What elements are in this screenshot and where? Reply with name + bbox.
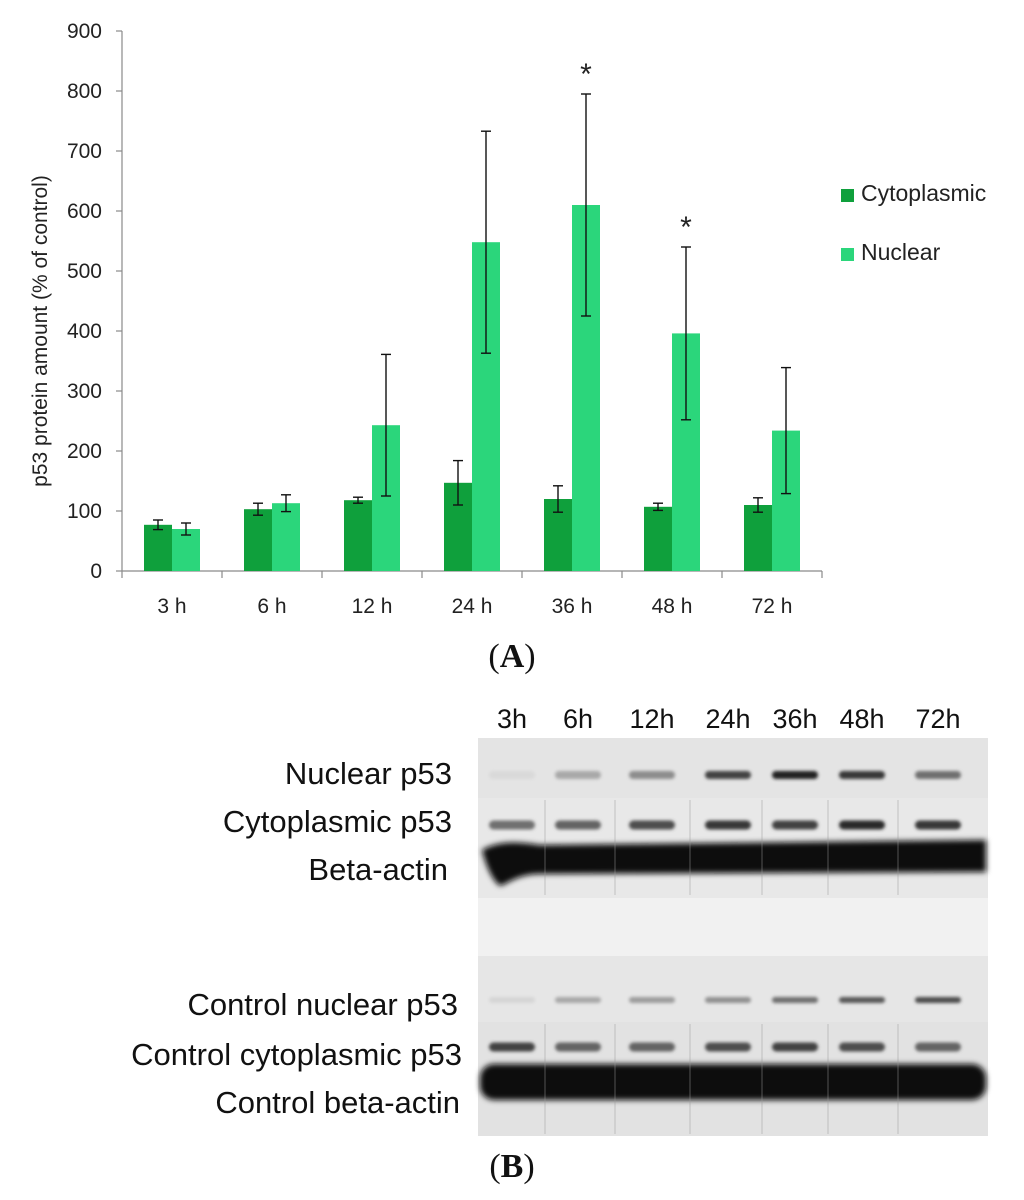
blot-band [489, 771, 535, 779]
x-tick-label: 3 h [157, 595, 186, 618]
blot-band [555, 1042, 601, 1052]
y-tick-label: 500 [67, 260, 102, 283]
blot-lane-label: 3h [497, 704, 527, 734]
blot-row-label: Control beta-actin [215, 1085, 460, 1120]
blot-band [629, 1042, 675, 1052]
blot-image [478, 738, 988, 1136]
chart-axes: 0 100 200 300 400 500 600 700 800 900 p53 protein … [29, 20, 823, 618]
bar-nuclear [172, 529, 200, 571]
blot-row-label: Cytoplasmic p53 [223, 804, 452, 839]
blot-band [705, 771, 751, 779]
x-tick-label: 12 h [352, 595, 393, 618]
blot-band [629, 997, 675, 1003]
y-tick-label: 400 [67, 320, 102, 343]
blot-lane-label: 12h [629, 704, 674, 734]
y-tick-label: 900 [67, 20, 102, 43]
legend-label-nuclear: Nuclear [861, 239, 941, 265]
x-tick-label: 48 h [652, 595, 693, 618]
blot-band [839, 771, 885, 779]
blot-band [705, 1042, 751, 1052]
membrane-strip [478, 738, 988, 798]
blot-band [772, 771, 818, 779]
bar-cytoplasmic [344, 500, 372, 571]
membrane-strip [478, 956, 988, 1022]
y-tick-label: 300 [67, 380, 102, 403]
panel-b-label: (B) [489, 1148, 535, 1185]
y-tick-label: 600 [67, 200, 102, 223]
blot-band [915, 771, 961, 779]
x-tick-label: 6 h [257, 595, 286, 618]
x-tick-label: 36 h [552, 595, 593, 618]
blot-lane-label: 24h [705, 704, 750, 734]
chart-legend: Cytoplasmic Nuclear [841, 180, 986, 265]
blot-lane-label: 6h [563, 704, 593, 734]
blot-band-beta-actin [482, 840, 986, 886]
x-tick-label: 72 h [752, 595, 793, 618]
blot-band [555, 771, 601, 779]
bar-cytoplasmic [244, 509, 272, 571]
legend-swatch-cytoplasmic [841, 189, 854, 202]
blot-band [772, 997, 818, 1003]
western-blot: 3h 6h 12h 24h 36h 48h 72h Nuclear p53 Cytoplasm… [131, 704, 988, 1136]
significance-marker: * [580, 58, 592, 91]
blot-band-control-beta-actin [480, 1064, 986, 1100]
panel-a-label: (A) [488, 638, 536, 675]
blot-band [772, 820, 818, 830]
blot-band [915, 1042, 961, 1052]
blot-row-label: Nuclear p53 [285, 756, 452, 791]
legend-swatch-nuclear [841, 248, 854, 261]
x-tick-label: 24 h [452, 595, 493, 618]
blot-band [839, 997, 885, 1003]
blot-band [555, 997, 601, 1003]
blot-lane-label: 72h [915, 704, 960, 734]
y-axis-title: p53 protein amount (% of control) [29, 175, 52, 487]
blot-row-labels: Nuclear p53 Cytoplasmic p53 Beta-actin Cont… [131, 756, 462, 1120]
blot-lane-labels: 3h 6h 12h 24h 36h 48h 72h [497, 704, 961, 734]
chart-bars: ** [144, 58, 800, 571]
blot-band [705, 997, 751, 1003]
blot-band [839, 1042, 885, 1052]
bar-cytoplasmic [644, 506, 672, 571]
bar-nuclear [272, 503, 300, 571]
legend-label-cytoplasmic: Cytoplasmic [861, 180, 986, 206]
y-tick-label: 800 [67, 80, 102, 103]
bar-cytoplasmic [744, 505, 772, 571]
blot-band [705, 820, 751, 830]
bar-chart: 0 100 200 300 400 500 600 700 800 900 p53 protein … [29, 20, 986, 618]
blot-row-label: Control nuclear p53 [187, 987, 458, 1022]
y-tick-label: 0 [90, 560, 102, 583]
bar-cytoplasmic [144, 524, 172, 571]
y-tick-label: 100 [67, 500, 102, 523]
blot-band [915, 997, 961, 1003]
significance-marker: * [680, 211, 692, 244]
blot-band [489, 997, 535, 1003]
blot-band [489, 1042, 535, 1052]
blot-band [629, 771, 675, 779]
blot-band [555, 820, 601, 830]
blot-lane-label: 36h [772, 704, 817, 734]
blot-row-label: Control cytoplasmic p53 [131, 1037, 462, 1072]
blot-band [839, 820, 885, 830]
blot-band [772, 1042, 818, 1052]
blot-band [489, 820, 535, 830]
blot-band [629, 820, 675, 830]
blot-band [915, 820, 961, 830]
membrane-strip [478, 898, 988, 956]
y-tick-label: 700 [67, 140, 102, 163]
blot-row-label: Beta-actin [308, 852, 448, 887]
y-tick-label: 200 [67, 440, 102, 463]
blot-lane-label: 48h [839, 704, 884, 734]
